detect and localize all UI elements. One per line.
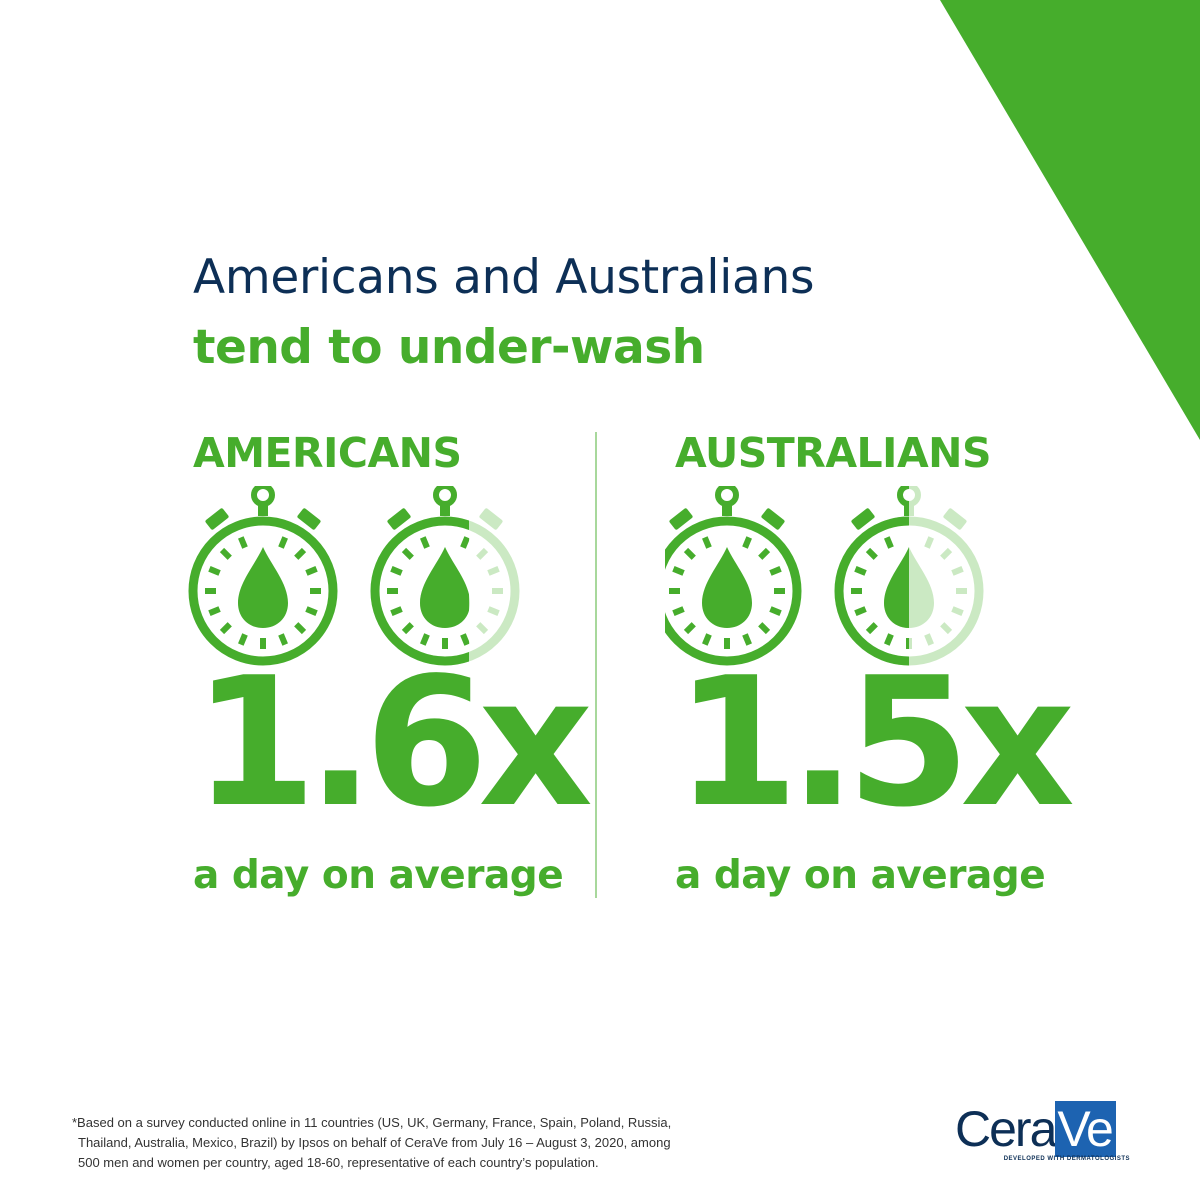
country-label: AUSTRALIANS [675, 429, 992, 477]
footnote-line-2: Thailand, Australia, Mexico, Brazil) by … [78, 1135, 671, 1150]
divider [595, 432, 597, 898]
stopwatch-icons [665, 486, 984, 666]
footnote: *Based on a survey conducted online in 1… [72, 1113, 772, 1173]
stopwatch-icon [834, 486, 984, 666]
stopwatch-icon [370, 486, 520, 666]
footnote-line-1: *Based on a survey conducted online in 1… [72, 1115, 672, 1130]
logo-wordmark: CeraVe [955, 1101, 1116, 1157]
logo-tagline: DEVELOPED WITH DERMATOLOGISTS [1003, 1156, 1130, 1162]
logo-ve: Ve [1055, 1101, 1116, 1157]
logo-cera: Cera [955, 1101, 1057, 1157]
cerave-logo: CeraVe DEVELOPED WITH DERMATOLOGISTS [955, 1101, 1130, 1165]
headline-line-2: tend to under-wash [193, 320, 705, 375]
stat-caption: a day on average [193, 853, 564, 898]
stat-value: 1.5x [675, 639, 1075, 846]
stat-caption: a day on average [675, 853, 1046, 898]
stopwatch-icon [665, 486, 802, 666]
stat-americans: AMERICANS 1.6x a day on average [188, 428, 593, 898]
footnote-line-3: 500 men and women per country, aged 18-6… [78, 1155, 599, 1170]
stopwatch-icons [188, 486, 520, 666]
headline: Americans and Australians tend to under-… [193, 243, 814, 383]
stat-value: 1.6x [193, 639, 593, 846]
stat-australians: AUSTRALIANS 1.5x a day on average [665, 428, 1075, 898]
headline-line-1: Americans and Australians [193, 250, 815, 305]
country-label: AMERICANS [193, 429, 462, 477]
stopwatch-icon [188, 486, 338, 666]
